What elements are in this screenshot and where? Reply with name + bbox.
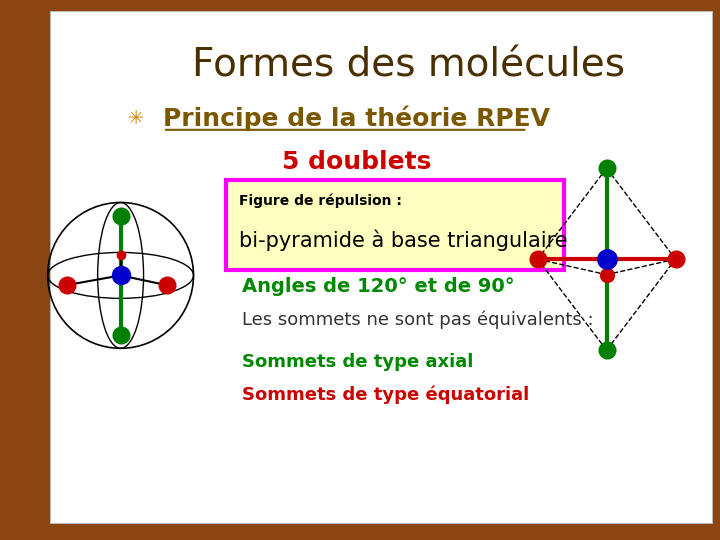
- Text: ✳: ✳: [128, 109, 145, 128]
- Text: Formes des molécules: Formes des molécules: [192, 46, 624, 85]
- Text: Sommets de type équatorial: Sommets de type équatorial: [243, 385, 530, 404]
- Text: Sommets de type axial: Sommets de type axial: [243, 353, 474, 371]
- Text: 5 doublets: 5 doublets: [282, 150, 431, 174]
- FancyBboxPatch shape: [50, 11, 713, 524]
- Text: Principe de la théorie RPEV: Principe de la théorie RPEV: [163, 106, 550, 131]
- Text: Angles de 120° et de 90°: Angles de 120° et de 90°: [243, 278, 515, 296]
- Text: Les sommets ne sont pas équivalents :: Les sommets ne sont pas équivalents :: [243, 310, 594, 329]
- Text: bi-pyramide à base triangulaire: bi-pyramide à base triangulaire: [239, 230, 568, 252]
- FancyBboxPatch shape: [226, 180, 564, 270]
- Text: Figure de répulsion :: Figure de répulsion :: [239, 194, 402, 208]
